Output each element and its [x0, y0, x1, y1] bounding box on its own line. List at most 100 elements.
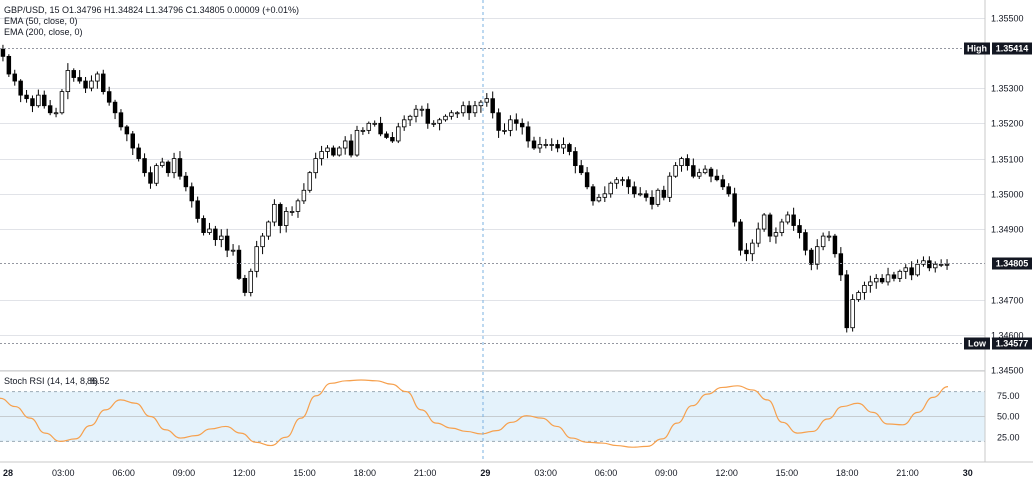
- candle: [785, 211, 790, 225]
- candle-body: [207, 228, 212, 233]
- candle-body: [183, 175, 189, 188]
- candle-body: [248, 270, 254, 293]
- candle-body: [673, 165, 678, 177]
- price-tick-label: 1.34500: [991, 366, 1024, 376]
- time-tick-label: 03:00: [534, 468, 557, 478]
- stoch-rsi-label[interactable]: Stoch RSI (14, 14, 8, 8): [4, 376, 98, 386]
- symbol-legend[interactable]: GBP/USD, 15 O1.34796 H1.34824 L1.34796 C…: [4, 5, 299, 15]
- candle-body: [696, 172, 702, 177]
- candle-body: [118, 112, 124, 128]
- candle-body: [30, 98, 35, 107]
- candle-body: [407, 115, 413, 121]
- candle: [136, 143, 141, 162]
- candle: [425, 103, 431, 129]
- candle-body: [897, 270, 903, 279]
- candle-body: [767, 214, 773, 237]
- candle-body: [885, 274, 891, 283]
- candle: [254, 240, 259, 278]
- candle: [148, 166, 153, 189]
- candle: [437, 117, 442, 131]
- ema50-legend[interactable]: EMA (50, close, 0): [4, 16, 78, 26]
- candle-body: [12, 73, 17, 82]
- candle: [189, 182, 194, 208]
- candle-body: [879, 277, 885, 283]
- candle: [525, 121, 531, 148]
- candle-body: [130, 133, 135, 149]
- candle: [354, 125, 360, 157]
- ema200-legend[interactable]: EMA (200, close, 0): [4, 27, 83, 37]
- candle: [248, 268, 254, 297]
- candle-body: [826, 235, 832, 238]
- candle: [649, 190, 655, 210]
- candle-body: [643, 193, 649, 198]
- time-tick-label: 21:00: [896, 468, 919, 478]
- stoch-rsi-axis: 75.00 50.00 25.00: [997, 391, 1020, 443]
- candle: [342, 136, 348, 155]
- candle: [130, 130, 135, 156]
- candle-body: [101, 73, 106, 93]
- low-value-tag: 1.34577: [992, 337, 1032, 350]
- last-price-tag: 1.34805: [992, 257, 1032, 270]
- candle-body: [171, 158, 177, 174]
- price-tick-label: 1.35500: [991, 14, 1024, 24]
- candle: [820, 232, 826, 251]
- high-value-tag: 1.35414: [992, 42, 1032, 55]
- candle-body: [502, 129, 507, 132]
- candle-body: [366, 122, 372, 131]
- time-tick-label: 06:00: [595, 468, 618, 478]
- candle: [449, 110, 454, 120]
- candle-body: [856, 292, 861, 300]
- candle: [614, 177, 619, 189]
- candle-body: [136, 147, 141, 159]
- high-label-tag: High: [964, 42, 990, 55]
- time-axis[interactable]: 28 03:00 06:00 09:00 12:00 15:00 18:00 21:00 29 0…: [0, 461, 1033, 478]
- candle: [325, 145, 330, 159]
- candle-body: [307, 172, 313, 191]
- candle: [396, 122, 401, 144]
- price-axis[interactable]: 1.35500 1.35300 1.35200 1.35100 1.35000 1.349…: [984, 0, 1024, 462]
- candle-body: [655, 189, 661, 205]
- candle-body: [596, 196, 602, 202]
- candle: [171, 152, 177, 179]
- candle-body: [59, 91, 65, 114]
- candle-body: [803, 232, 808, 251]
- low-value: 1.34577: [996, 339, 1029, 349]
- candle: [655, 188, 661, 207]
- candle-body: [95, 73, 100, 82]
- candle: [372, 120, 377, 127]
- candle-body: [455, 112, 460, 115]
- candle-body: [508, 119, 513, 131]
- candle: [708, 166, 714, 183]
- candle-body: [360, 129, 366, 132]
- candle: [714, 169, 720, 182]
- candle: [313, 152, 318, 179]
- candle-body: [791, 214, 796, 226]
- candle: [732, 187, 737, 227]
- candle-body: [525, 126, 531, 142]
- candle-body: [738, 221, 743, 251]
- candle-body: [18, 80, 23, 96]
- candle: [83, 76, 88, 93]
- candle: [667, 172, 672, 202]
- candle-body: [325, 147, 330, 152]
- candle-body: [354, 129, 360, 156]
- candle: [160, 157, 165, 168]
- candle-body: [838, 253, 844, 276]
- candle: [30, 95, 35, 113]
- candle-body: [384, 133, 389, 138]
- candle-body: [590, 186, 596, 202]
- candle: [874, 274, 879, 289]
- candle: [809, 247, 814, 271]
- candle: [295, 198, 301, 218]
- candle: [289, 206, 295, 216]
- candle: [944, 259, 950, 270]
- time-tick-label: 15:00: [293, 468, 316, 478]
- candle: [95, 71, 100, 89]
- candle: [637, 187, 643, 197]
- candle: [803, 229, 808, 256]
- candle-body: [620, 179, 625, 182]
- candle: [567, 142, 572, 156]
- candle: [761, 212, 767, 232]
- candle: [602, 186, 608, 203]
